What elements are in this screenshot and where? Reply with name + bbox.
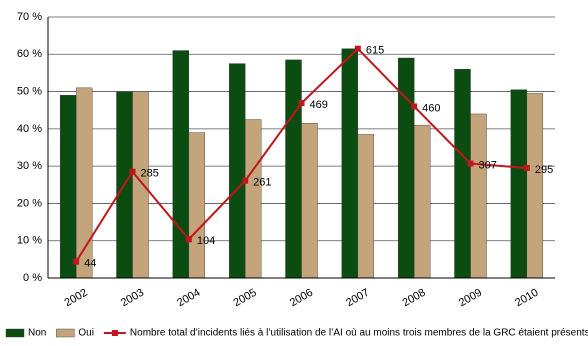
y-tick-label: 20 % bbox=[17, 197, 42, 209]
x-tick-label: 2002 bbox=[63, 287, 90, 310]
data-label: 261 bbox=[253, 177, 271, 189]
bar bbox=[454, 68, 471, 279]
x-tick-label: 2008 bbox=[401, 287, 428, 310]
marker bbox=[411, 103, 418, 110]
bar bbox=[357, 134, 375, 279]
legend-marker bbox=[111, 330, 118, 336]
x-tick-label: 2003 bbox=[119, 287, 146, 310]
y-tick-label: 60 % bbox=[17, 48, 42, 60]
marker bbox=[467, 160, 474, 167]
x-tick-label: 2006 bbox=[288, 287, 315, 310]
bar bbox=[397, 57, 415, 279]
data-label: 104 bbox=[197, 235, 215, 247]
bar bbox=[470, 113, 487, 279]
legend-swatch bbox=[5, 328, 25, 338]
marker bbox=[523, 165, 530, 172]
marker bbox=[354, 45, 361, 52]
x-tick-label: 2009 bbox=[457, 287, 484, 310]
data-label: 307 bbox=[479, 159, 497, 171]
marker bbox=[298, 100, 305, 107]
bar bbox=[172, 50, 190, 279]
x-tick-label: 2005 bbox=[232, 287, 259, 310]
bar bbox=[228, 63, 246, 279]
x-tick-label: 2004 bbox=[175, 287, 202, 310]
bar bbox=[301, 123, 318, 279]
x-tick-label: 2007 bbox=[344, 287, 371, 310]
y-tick-label: 0 % bbox=[23, 272, 42, 284]
data-label: 44 bbox=[84, 258, 96, 270]
bar bbox=[244, 119, 262, 279]
legend-label: Non bbox=[28, 328, 46, 339]
legend-label: Nombre total d’incidents liés à l’utilis… bbox=[130, 328, 588, 339]
x-tick-label: 2010 bbox=[513, 287, 540, 310]
marker bbox=[73, 258, 80, 265]
y-tick-label: 50 % bbox=[17, 85, 42, 97]
legend-swatch bbox=[56, 328, 75, 338]
bar bbox=[132, 91, 149, 279]
bar bbox=[413, 124, 431, 279]
bar bbox=[510, 89, 528, 279]
bar bbox=[59, 95, 77, 279]
marker bbox=[129, 168, 136, 175]
legend-label: Oui bbox=[78, 328, 94, 339]
data-label: 460 bbox=[422, 102, 440, 114]
bar bbox=[526, 93, 544, 279]
data-label: 285 bbox=[141, 168, 159, 180]
y-tick-label: 10 % bbox=[17, 235, 42, 247]
bar bbox=[188, 132, 206, 279]
marker bbox=[185, 236, 192, 243]
y-tick-label: 40 % bbox=[17, 123, 42, 135]
bar bbox=[341, 48, 359, 279]
data-label: 469 bbox=[310, 99, 328, 111]
marker bbox=[242, 177, 249, 184]
y-tick-label: 70 % bbox=[17, 11, 42, 23]
bar bbox=[285, 59, 302, 279]
y-tick-label: 30 % bbox=[17, 160, 42, 172]
data-label: 615 bbox=[366, 45, 384, 57]
data-label: 295 bbox=[535, 164, 553, 176]
